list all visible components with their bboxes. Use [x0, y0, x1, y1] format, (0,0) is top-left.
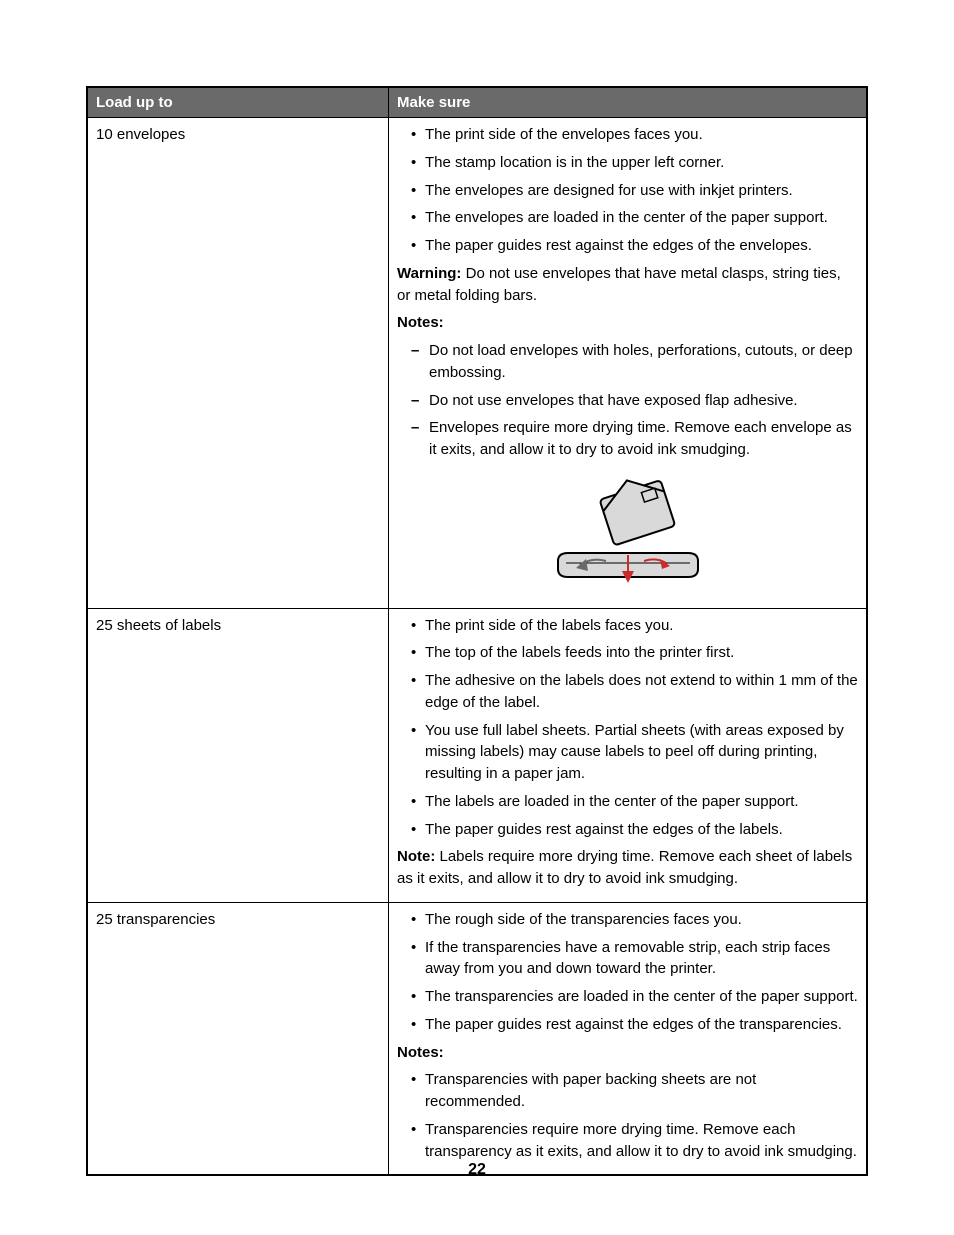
cell-right: The print side of the envelopes faces yo… [389, 118, 868, 609]
list-item: The stamp location is in the upper left … [411, 152, 858, 174]
list-item: The paper guides rest against the edges … [411, 235, 858, 257]
note-text: Labels require more drying time. Remove … [397, 848, 852, 887]
list-item: Do not use envelopes that have exposed f… [411, 390, 858, 412]
col-header-load-up-to: Load up to [87, 87, 389, 118]
table-row: 25 transparencies The rough side of the … [87, 902, 867, 1175]
list-item: The rough side of the transparencies fac… [411, 909, 858, 931]
bullet-list: The print side of the labels faces you. … [397, 615, 858, 841]
list-item: Envelopes require more drying time. Remo… [411, 417, 858, 461]
list-item: The print side of the labels faces you. [411, 615, 858, 637]
note-paragraph: Note: Labels require more drying time. R… [397, 846, 858, 890]
list-item: Do not load envelopes with holes, perfor… [411, 340, 858, 384]
cell-left: 10 envelopes [87, 118, 389, 609]
bullet-list: Transparencies with paper backing sheets… [397, 1069, 858, 1162]
envelope-illustration-wrap [397, 471, 858, 598]
list-item: Transparencies with paper backing sheets… [411, 1069, 858, 1113]
notes-label: Notes: [397, 1042, 858, 1064]
list-item: If the transparencies have a removable s… [411, 937, 858, 981]
notes-label: Notes: [397, 312, 858, 334]
table-row: 10 envelopes The print side of the envel… [87, 118, 867, 609]
warning-text: Do not use envelopes that have metal cla… [397, 265, 841, 304]
bullet-list: The rough side of the transparencies fac… [397, 909, 858, 1036]
paper-loading-table: Load up to Make sure 10 envelopes The pr… [86, 86, 868, 1176]
cell-right: The rough side of the transparencies fac… [389, 902, 868, 1175]
list-item: The top of the labels feeds into the pri… [411, 642, 858, 664]
list-item: The labels are loaded in the center of t… [411, 791, 858, 813]
list-item: The paper guides rest against the edges … [411, 1014, 858, 1036]
warning-label: Warning: [397, 265, 461, 282]
dash-list: Do not load envelopes with holes, perfor… [397, 340, 858, 461]
document-page: Load up to Make sure 10 envelopes The pr… [0, 0, 954, 1235]
cell-left: 25 transparencies [87, 902, 389, 1175]
list-item: The envelopes are designed for use with … [411, 180, 858, 202]
bullet-list: The print side of the envelopes faces yo… [397, 124, 858, 257]
list-item: The paper guides rest against the edges … [411, 819, 858, 841]
list-item: The adhesive on the labels does not exte… [411, 670, 858, 714]
list-item: The envelopes are loaded in the center o… [411, 207, 858, 229]
list-item: You use full label sheets. Partial sheet… [411, 720, 858, 785]
note-label: Note: [397, 848, 435, 865]
envelope-loading-icon [548, 471, 708, 591]
list-item: Transparencies require more drying time.… [411, 1119, 858, 1163]
page-number: 22 [0, 1161, 954, 1179]
cell-right: The print side of the labels faces you. … [389, 608, 868, 902]
cell-left: 25 sheets of labels [87, 608, 389, 902]
warning-paragraph: Warning: Do not use envelopes that have … [397, 263, 858, 307]
list-item: The transparencies are loaded in the cen… [411, 986, 858, 1008]
list-item: The print side of the envelopes faces yo… [411, 124, 858, 146]
col-header-make-sure: Make sure [389, 87, 868, 118]
table-row: 25 sheets of labels The print side of th… [87, 608, 867, 902]
